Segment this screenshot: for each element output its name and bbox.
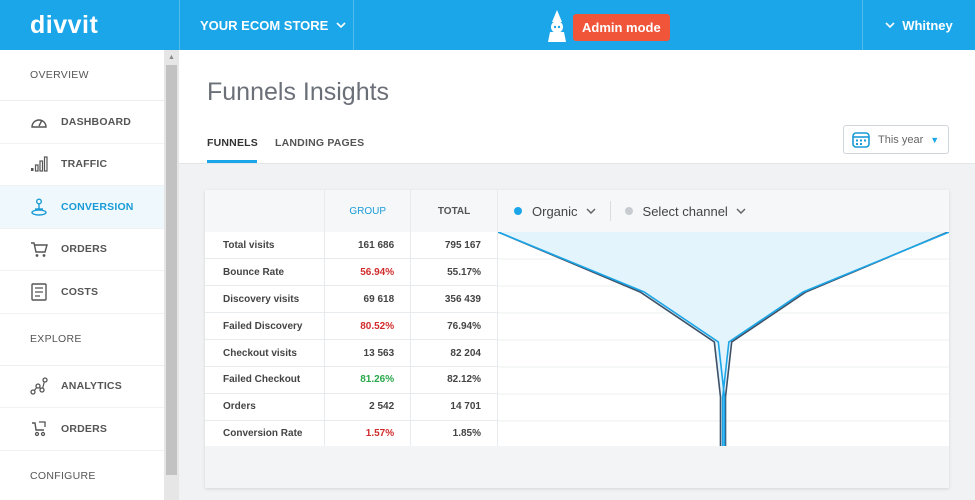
scrollbar-thumb[interactable] [166,65,177,475]
sidebar-item-label: ORDERS [61,243,108,256]
funnel-line-total-left [498,232,722,446]
top-bar: divvit YOUR ECOM STORE Admin mode Whitne… [0,0,975,50]
table-row: Failed Discovery 80.52% 76.94% [205,312,498,341]
group-value: 56.94% [324,258,412,287]
sidebar-item-analytics[interactable]: ANALYTICS [0,366,164,408]
sidebar-item-label: ANALYTICS [61,380,122,393]
section-title-configure: CONFIGURE [0,451,164,500]
sidebar-item-explore-orders[interactable]: ORDERS [0,408,164,451]
funnel-card: GROUP TOTAL Total visits 161 686 795 167 Bo… [205,190,949,488]
date-range-value: This year [878,133,924,146]
chevron-down-icon [586,208,596,214]
row-label: Failed Discovery [205,312,326,341]
wizard-mascot-icon [545,8,569,47]
table-row: Checkout visits 13 563 82 204 [205,339,498,367]
cart-outline-icon [28,420,50,438]
scroll-up-arrow-icon[interactable]: ▲ [168,54,175,61]
user-menu[interactable]: Whitney [862,0,975,50]
funnel-line-organic-left [498,232,726,446]
table-row: Failed Checkout 81.26% 82.12% [205,366,498,394]
sidebar-item-orders[interactable]: ORDERS [0,229,164,271]
sidebar-item-label: DASHBOARD [61,115,132,128]
row-label: Total visits [205,232,326,260]
sidebar-item-label: TRAFFIC [61,158,108,171]
total-value: 1.85% [410,420,498,448]
total-value: 76.94% [410,312,498,341]
active-tab-indicator [207,160,257,163]
group-value: 80.52% [324,312,412,341]
table-row: Discovery visits 69 618 356 439 [205,285,498,314]
total-value: 356 439 [410,285,498,314]
store-selector[interactable]: YOUR ECOM STORE [180,0,354,50]
row-label: Conversion Rate [205,420,326,448]
group-value: 69 618 [324,285,412,314]
sidebar-item-dashboard[interactable]: DASHBOARD [0,101,164,144]
bar-chart-icon [28,155,50,173]
store-name: YOUR ECOM STORE [200,17,329,33]
chevron-down-icon [336,19,346,31]
date-range-select[interactable]: This year ▼ [843,125,949,154]
table-row: Bounce Rate 56.94% 55.17% [205,258,498,287]
page-header: Funnels Insights FUNNELS LANDING PAGES T… [179,50,975,164]
shopping-cart-icon [28,240,50,258]
select-channel-dropdown[interactable]: Select channel [642,203,728,219]
admin-mode[interactable]: Admin mode [545,8,670,47]
tab-landing-pages[interactable]: LANDING PAGES [275,137,365,149]
row-label: Failed Checkout [205,366,326,394]
chevron-down-icon [736,208,746,214]
group-value: 81.26% [324,366,412,394]
total-value: 14 701 [410,393,498,421]
sidebar: OVERVIEW DASHBOARD TRAFFIC CONVERSION OR… [0,50,164,500]
divider [609,201,611,221]
funnel-chart [498,232,949,446]
receipt-icon [28,283,50,301]
sidebar-item-costs[interactable]: COSTS [0,271,164,314]
total-value: 82.12% [410,366,498,394]
row-label: Bounce Rate [205,258,326,287]
sidebar-item-label: ORDERS [61,422,108,435]
group-value: 2 542 [324,393,412,421]
brand-logo[interactable]: divvit [0,0,180,50]
admin-mode-badge: Admin mode [573,14,670,41]
tab-funnels[interactable]: FUNNELS [207,137,258,149]
group-value: 13 563 [324,339,412,367]
funnel-line-organic-right [721,232,949,446]
funnel-table: GROUP TOTAL Total visits 161 686 795 167 Bo… [205,190,498,448]
row-label: Checkout visits [205,339,326,367]
caret-down-icon: ▼ [930,134,940,145]
user-name: Whitney [902,17,953,33]
section-title-overview: OVERVIEW [0,50,164,101]
group-value: 1.57% [324,420,412,448]
row-label: Discovery visits [205,285,326,314]
organic-dot-icon [514,207,522,215]
table-row: Conversion Rate 1.57% 1.85% [205,420,498,448]
channel-dot-icon [624,207,633,215]
channel-selector-bar: Organic Select channel [498,190,949,232]
sidebar-item-conversion[interactable]: CONVERSION [0,186,164,229]
sidebar-scrollbar[interactable]: ▲ [164,50,179,500]
column-header-total: TOTAL [410,190,498,232]
card-footer [205,446,949,488]
column-header-label [205,190,326,232]
group-value: 161 686 [324,232,412,260]
total-value: 82 204 [410,339,498,367]
section-title-explore: EXPLORE [0,314,164,366]
sidebar-item-traffic[interactable]: TRAFFIC [0,144,164,186]
calendar-icon [852,131,870,148]
table-row: Total visits 161 686 795 167 [205,232,498,260]
row-label: Orders [205,393,326,421]
sidebar-item-label: COSTS [61,285,99,298]
funnel-area-total [498,232,948,446]
total-value: 55.17% [410,258,498,287]
column-header-group[interactable]: GROUP [324,190,412,232]
total-value: 795 167 [410,232,498,260]
channel-organic-select[interactable]: Organic [532,203,578,219]
analytics-nodes-icon [28,377,50,395]
page-title: Funnels Insights [207,78,390,106]
sidebar-item-label: CONVERSION [61,200,134,213]
chevron-down-icon [885,19,895,31]
funnel-person-icon [28,198,50,216]
table-row: Orders 2 542 14 701 [205,393,498,421]
dashboard-gauge-icon [28,113,50,131]
